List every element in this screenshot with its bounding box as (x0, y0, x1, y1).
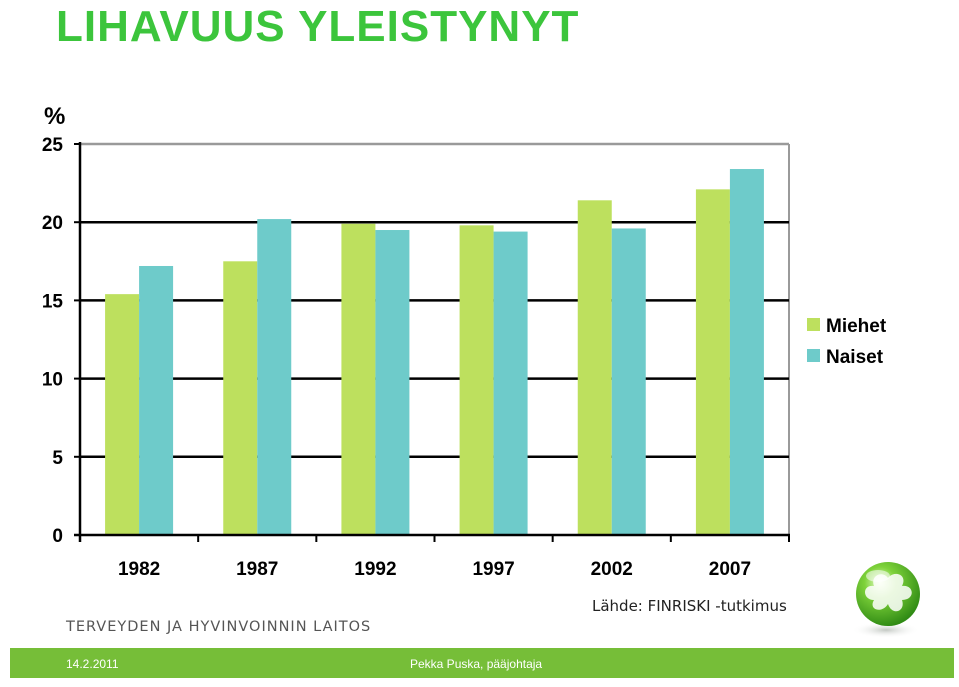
bar-naiset-1982 (139, 265, 174, 535)
x-tick-label-1992: 1992 (354, 559, 396, 580)
y-tick-label: 20 (42, 213, 63, 234)
legend-swatch-miehet (807, 318, 820, 331)
x-tick-label-2002: 2002 (591, 559, 633, 580)
legend-label-naiset: Naiset (826, 347, 884, 368)
bar-chart: % 0 5 10 15 20 25 1982 1987 1992 1997 2002 2007 Mie… (42, 103, 887, 580)
bar-miehet-1982 (105, 294, 140, 535)
x-tick-label-1997: 1997 (472, 559, 514, 580)
bar-naiset-1992 (375, 230, 410, 535)
bar-naiset-2007 (729, 169, 764, 536)
footer-bar: 14.2.2011 Pekka Puska, pääjohtaja (10, 648, 954, 678)
slide-title: LIHAVUUS YLEISTYNYT (56, 2, 580, 51)
y-tick-label: 15 (42, 291, 64, 312)
footer-author: Pekka Puska, pääjohtaja (410, 657, 543, 671)
bar-miehet-1987 (223, 261, 258, 535)
bar-naiset-1997 (493, 231, 528, 536)
y-tick-label: 10 (42, 370, 63, 391)
bar-miehet-1992 (341, 223, 376, 535)
x-tick-label-2007: 2007 (709, 559, 751, 580)
y-tick-label: 5 (52, 448, 63, 469)
bar-naiset-2002 (611, 228, 646, 535)
y-axis-unit-label: % (44, 103, 65, 130)
x-tick-label-1987: 1987 (236, 559, 278, 580)
bar-miehet-2007 (695, 189, 730, 535)
source-note: Lähde: FINRISKI -tutkimus (592, 597, 787, 615)
y-tick-label: 25 (42, 135, 64, 156)
legend-label-miehet: Miehet (826, 316, 887, 337)
bar-naiset-1987 (257, 219, 292, 535)
bar-miehet-1997 (459, 225, 494, 535)
organization-name: TERVEYDEN JA HYVINVOINNIN LAITOS (66, 619, 372, 635)
legend-swatch-naiset (807, 349, 820, 362)
x-tick-label-1982: 1982 (118, 559, 160, 580)
footer-date: 14.2.2011 (66, 657, 119, 671)
y-tick-label: 0 (52, 526, 63, 547)
bar-miehet-2002 (577, 200, 612, 535)
thl-logo-globe (852, 562, 920, 638)
